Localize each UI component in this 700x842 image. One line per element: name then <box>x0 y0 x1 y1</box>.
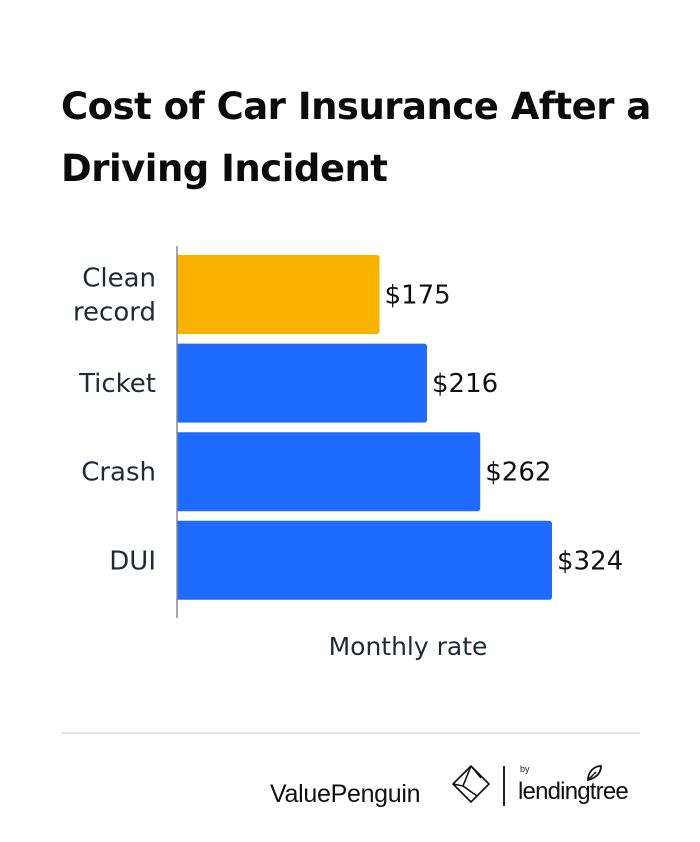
bar-ticket <box>177 343 427 423</box>
valuepenguin-logo-icon <box>452 765 490 803</box>
bar-clean-record <box>177 255 380 334</box>
leaf-icon <box>587 765 602 782</box>
footer-divider <box>61 732 640 734</box>
x-axis-label: Monthly rate <box>329 632 488 661</box>
data-label: $175 <box>385 281 451 311</box>
logo-separator <box>503 766 505 806</box>
category-label: DUI <box>109 546 156 576</box>
footer-branding: ValuePenguin by lendingtree <box>270 760 650 810</box>
category-label: Crash <box>81 458 156 488</box>
lendingtree-logo-text: lendingtree <box>518 778 629 805</box>
valuepenguin-logo-text: ValuePenguin <box>270 780 421 808</box>
bar-crash <box>177 432 481 512</box>
bar-chart: $175 Clean record $216 Ticket $262 Crash $324 DU… <box>73 246 623 661</box>
data-label: $216 <box>432 369 498 399</box>
data-label: $262 <box>485 458 551 488</box>
bar-dui <box>177 520 552 600</box>
data-label: $324 <box>557 546 623 576</box>
by-label: by <box>520 764 530 774</box>
category-label: Ticket <box>78 369 156 399</box>
chart-title: Cost of Car Insurance After a Driving In… <box>61 85 651 190</box>
category-label: Clean record <box>73 264 156 328</box>
